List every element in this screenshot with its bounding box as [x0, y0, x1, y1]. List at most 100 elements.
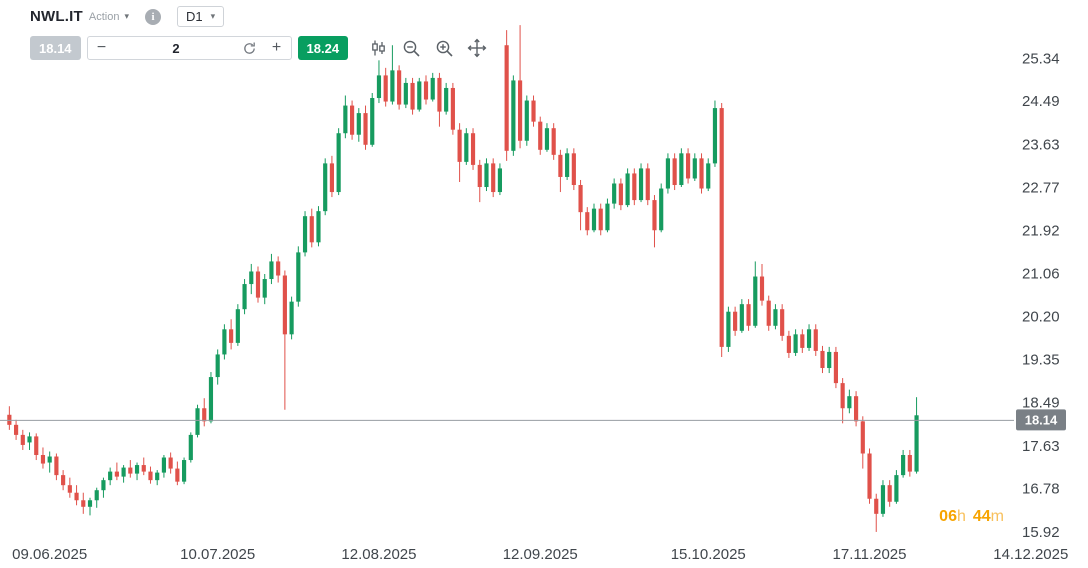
- candle-body: [208, 377, 214, 422]
- candle-body: [34, 436, 39, 456]
- candle-body: [511, 80, 516, 151]
- timeframe-select[interactable]: D1 ▾: [176, 6, 225, 27]
- chart-type-button[interactable]: [366, 36, 390, 60]
- candle-body: [645, 168, 650, 201]
- candle-body: [114, 471, 119, 477]
- candle-body: [867, 453, 872, 499]
- candle-body: [887, 485, 892, 502]
- candle-body: [457, 129, 462, 162]
- x-axis-label: 10.07.2025: [180, 546, 255, 563]
- candle-body: [309, 216, 314, 243]
- candle-body: [296, 252, 301, 302]
- candle-body: [168, 457, 173, 469]
- candle-body: [551, 128, 556, 155]
- candle-body: [188, 434, 193, 461]
- candle-body: [659, 188, 664, 231]
- candle-body: [262, 279, 267, 298]
- bid-price-button[interactable]: 18.14: [30, 36, 81, 60]
- candle-body: [853, 396, 859, 422]
- candle-body: [759, 276, 765, 301]
- candle-body: [329, 163, 335, 193]
- chart-toolbar: NWL.IT Action ▾ i D1 ▾ 18.14 − 2: [30, 6, 489, 60]
- y-axis-label: 17.63: [1022, 438, 1060, 455]
- info-icon[interactable]: i: [144, 8, 161, 25]
- symbol-caret-down-icon[interactable]: ▾: [124, 11, 129, 21]
- quantity-value: 2: [172, 40, 180, 56]
- candle-body: [491, 163, 496, 193]
- candle-body: [652, 200, 657, 231]
- candle-body: [437, 77, 442, 112]
- market-countdown: 06h 44m: [939, 508, 1004, 526]
- candle-body: [598, 208, 603, 231]
- candle-body: [181, 460, 187, 482]
- candle-body: [61, 475, 66, 486]
- candle-body: [524, 100, 529, 141]
- candle-body: [464, 133, 469, 162]
- candle-body: [27, 436, 32, 443]
- candle-body: [148, 471, 153, 481]
- zoom-out-button[interactable]: [399, 36, 423, 60]
- candle-body: [712, 108, 718, 164]
- x-axis-label: 14.12.2025: [993, 546, 1068, 563]
- candle-body: [571, 153, 576, 186]
- candle-body: [215, 354, 220, 378]
- y-axis-label: 24.49: [1022, 93, 1060, 110]
- candle-body: [370, 98, 375, 145]
- candle-body: [827, 351, 832, 369]
- candle-body: [249, 271, 254, 285]
- candle-body: [323, 163, 328, 212]
- candle-body: [7, 414, 12, 425]
- chart-tools: [366, 36, 489, 60]
- x-axis-label: 17.11.2025: [833, 546, 907, 563]
- candle-body: [504, 45, 509, 151]
- candle-body: [672, 158, 677, 186]
- quantity-decrease-button[interactable]: −: [88, 40, 116, 56]
- countdown-hours-unit: h: [956, 508, 966, 525]
- x-axis-label: 15.10.2025: [671, 546, 746, 563]
- candle-body: [87, 500, 93, 507]
- candle-body: [739, 304, 744, 331]
- candle-body: [901, 455, 906, 476]
- quantity-increase-button[interactable]: +: [263, 40, 291, 56]
- pan-button[interactable]: [465, 36, 489, 60]
- candle-body: [67, 485, 72, 493]
- candle-body: [726, 311, 731, 347]
- candle-body: [699, 158, 704, 189]
- candle-body: [907, 455, 912, 472]
- quantity-cycle-button[interactable]: [237, 37, 263, 59]
- symbol-title: NWL.IT: [30, 8, 83, 25]
- candle-body: [847, 396, 852, 409]
- candle-body: [800, 334, 805, 348]
- candle-body: [242, 284, 247, 310]
- y-axis-label: 15.92: [1022, 524, 1060, 541]
- candle-body: [20, 434, 25, 445]
- y-axis-label: 25.34: [1022, 50, 1060, 67]
- candle-body: [336, 133, 341, 193]
- candle-body: [840, 383, 845, 409]
- zoom-in-button[interactable]: [432, 36, 456, 60]
- candle-body: [74, 492, 79, 501]
- candle-body: [155, 472, 160, 481]
- candle-body: [706, 163, 711, 189]
- candle-body: [302, 216, 308, 253]
- instrument-type-label: Action: [88, 10, 120, 23]
- y-axis-label: 22.77: [1022, 180, 1060, 197]
- candle-body: [444, 87, 449, 112]
- candle-body: [874, 498, 879, 514]
- y-axis-label: 19.35: [1022, 351, 1060, 368]
- ask-price-button[interactable]: 18.24: [297, 36, 349, 60]
- y-axis-label: 18.49: [1022, 395, 1060, 412]
- candle-body: [397, 70, 402, 105]
- candle-body: [363, 113, 368, 145]
- x-axis-label: 12.09.2025: [503, 546, 578, 563]
- countdown-minutes-unit: m: [990, 508, 1004, 525]
- candle-body: [376, 75, 382, 99]
- candle-body: [94, 490, 99, 501]
- candle-body: [719, 108, 724, 347]
- candle-body: [255, 271, 261, 298]
- zoom-in-icon: [435, 39, 454, 58]
- candle-body: [578, 185, 583, 213]
- candle-body: [665, 158, 671, 189]
- candle-body: [54, 456, 59, 476]
